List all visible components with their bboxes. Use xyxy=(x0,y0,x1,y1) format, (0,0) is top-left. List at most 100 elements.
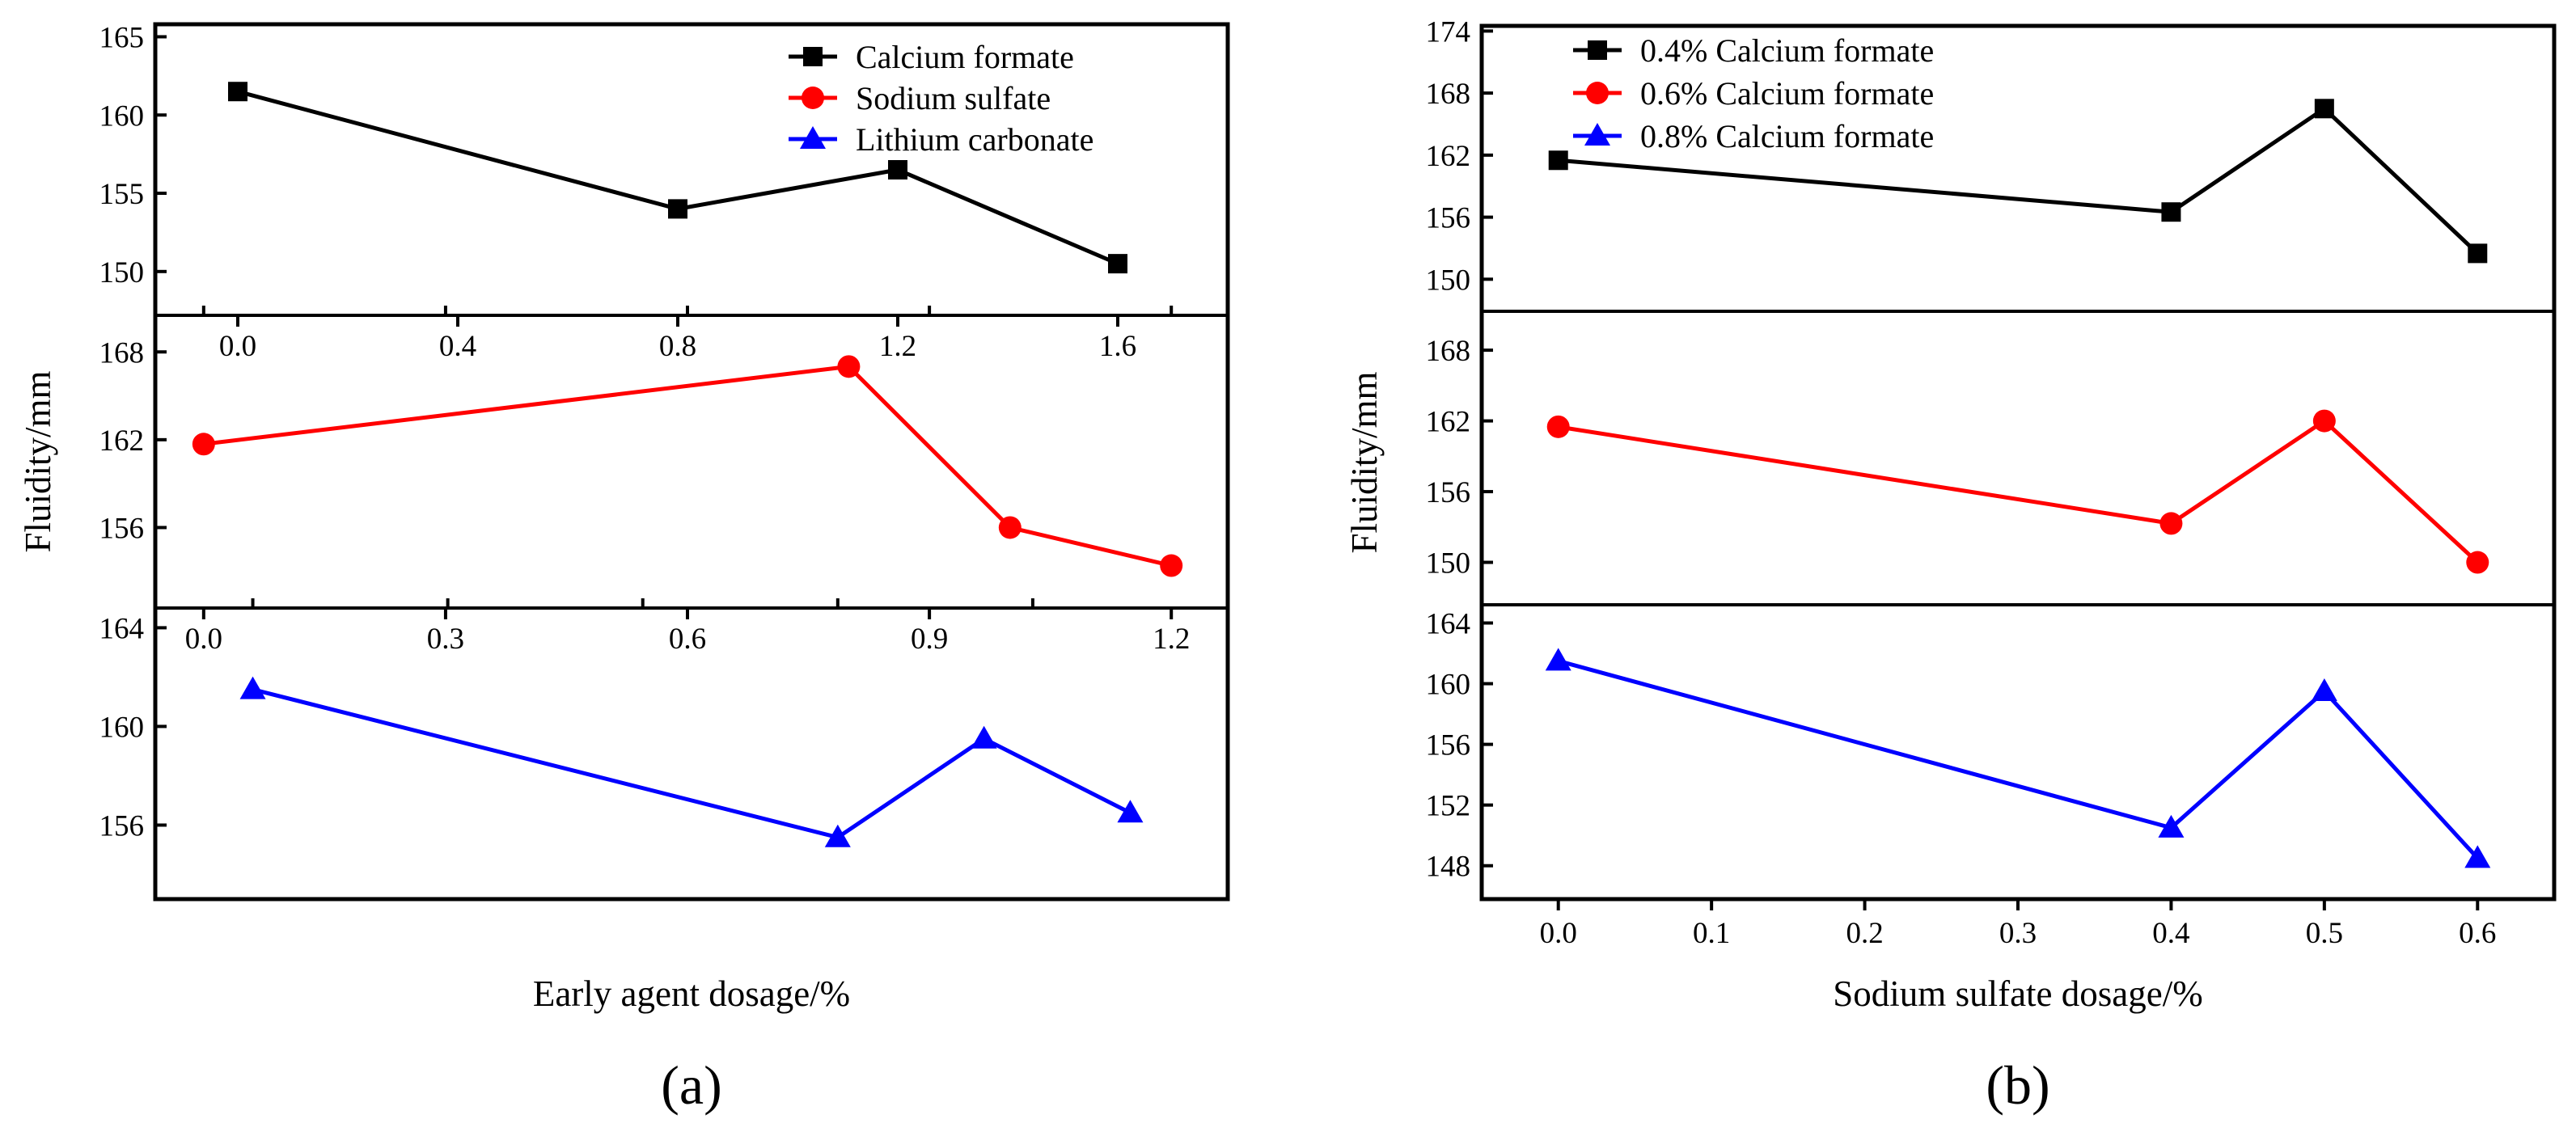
data-point xyxy=(1108,254,1127,274)
y-tick-label: 150 xyxy=(99,256,145,289)
panel-a: 150 155 160 165 0.0 0.4 0.8 1.2 1.6 156 162 168 0.0 0… xyxy=(18,21,1230,1116)
x-tick-label: 1.2 xyxy=(879,330,916,363)
data-point xyxy=(2314,99,2334,119)
series-line xyxy=(237,89,1119,266)
legend-marker xyxy=(1586,82,1609,104)
series-line xyxy=(1558,106,2480,255)
y-tick-label: 152 xyxy=(1426,790,1471,823)
series-line xyxy=(1558,418,2479,564)
y-tick-label: 160 xyxy=(99,99,145,133)
y-tick-label: 168 xyxy=(1426,78,1471,111)
legend-marker xyxy=(800,126,826,149)
x-tick-label: 0.4 xyxy=(2152,917,2189,950)
data-point xyxy=(2161,202,2181,222)
x-tick-label: 0.0 xyxy=(219,330,256,363)
y-tick-label: 164 xyxy=(99,612,145,645)
subplot: 150 156 162 168 xyxy=(1426,310,2554,581)
y-axis-title: Fluidity/mm xyxy=(1344,371,1385,553)
x-tick-label: 0.6 xyxy=(669,623,706,656)
y-tick-label: 156 xyxy=(1426,729,1471,762)
x-axis-title: Sodium sulfate dosage/% xyxy=(1833,973,2202,1014)
data-point xyxy=(998,516,1022,539)
data-point xyxy=(837,355,861,378)
data-point xyxy=(192,433,215,456)
y-tick-label: 150 xyxy=(1426,547,1471,581)
y-tick-label: 156 xyxy=(1426,476,1471,509)
subplot: 156 162 168 0.0 0.3 0.6 0.9 1.2 xyxy=(99,306,1228,656)
x-tick-label: 0.6 xyxy=(2459,917,2496,950)
x-tick-label: 0.2 xyxy=(1846,917,1883,950)
data-point xyxy=(2466,551,2489,574)
y-tick-label: 160 xyxy=(1426,669,1471,702)
data-point xyxy=(2464,845,2491,868)
y-tick-label: 168 xyxy=(1426,335,1471,368)
data-point xyxy=(1545,648,1571,671)
x-tick-label: 0.0 xyxy=(1540,917,1577,950)
legend: Calcium formate Sodium sulfate Lithium car… xyxy=(789,39,1093,158)
x-tick-label: 0.8 xyxy=(659,330,696,363)
data-point xyxy=(824,824,851,847)
x-tick-label: 1.2 xyxy=(1153,623,1190,656)
legend-marker xyxy=(802,87,824,109)
data-point xyxy=(668,199,687,219)
legend-label: 0.4% Calcium formate xyxy=(1640,32,1934,69)
x-tick-label: 0.4 xyxy=(439,330,476,363)
y-tick-label: 156 xyxy=(99,512,145,545)
data-point xyxy=(239,676,266,699)
data-point xyxy=(2312,409,2336,433)
legend-label: Sodium sulfate xyxy=(856,80,1051,116)
y-tick-label: 156 xyxy=(1426,202,1471,235)
y-tick-label: 160 xyxy=(99,711,145,744)
data-point xyxy=(1160,554,1183,577)
legend-label: 0.8% Calcium formate xyxy=(1640,118,1934,154)
subplot: 150 156 162 168 174 xyxy=(1426,15,2488,297)
x-tick-label: 0.0 xyxy=(185,623,222,656)
x-tick-label: 0.3 xyxy=(1999,917,2037,950)
data-point xyxy=(971,725,997,749)
series-line xyxy=(252,687,1131,840)
x-tick-label: 0.5 xyxy=(2306,917,2343,950)
data-point xyxy=(2311,678,2337,701)
legend-marker xyxy=(1584,123,1610,146)
legend-label: Lithium carbonate xyxy=(856,121,1093,158)
y-tick-label: 155 xyxy=(99,178,145,211)
y-tick-label: 162 xyxy=(1426,406,1471,439)
data-point xyxy=(2468,243,2488,264)
panel-label: (a) xyxy=(661,1054,721,1116)
y-tick-label: 174 xyxy=(1426,15,1471,49)
y-tick-label: 165 xyxy=(99,21,145,54)
legend-marker xyxy=(803,47,823,66)
x-tick-label: 0.3 xyxy=(427,623,464,656)
legend: 0.4% Calcium formate 0.6% Calcium formate… xyxy=(1573,32,1934,154)
panel-b: 150 156 162 168 174 150 156 162 168 148 152 156 160 1… xyxy=(1344,15,2557,1116)
legend-label: 0.6% Calcium formate xyxy=(1640,75,1934,112)
subplot: 148 152 156 160 164 0.0 0.1 0.2 0.3 0.4 0.5 0.6 xyxy=(1426,603,2554,950)
y-tick-label: 164 xyxy=(1426,608,1471,641)
legend-label: Calcium formate xyxy=(856,39,1074,75)
y-tick-label: 156 xyxy=(99,809,145,842)
y-tick-label: 162 xyxy=(1426,140,1471,173)
x-axis-title: Early agent dosage/% xyxy=(533,973,850,1014)
y-tick-label: 148 xyxy=(1426,851,1471,884)
y-tick-label: 162 xyxy=(99,424,145,458)
data-point xyxy=(228,82,247,102)
data-point xyxy=(1548,150,1568,171)
plot-frame xyxy=(1479,23,2557,902)
data-point xyxy=(888,160,907,179)
subplot: 150 155 160 165 0.0 0.4 0.8 1.2 1.6 xyxy=(99,21,1137,363)
subplot: 156 160 164 xyxy=(99,598,1229,847)
x-tick-label: 1.6 xyxy=(1099,330,1136,363)
data-point xyxy=(1546,415,1570,438)
legend-marker xyxy=(1588,40,1607,60)
y-tick-label: 150 xyxy=(1426,264,1471,297)
data-point xyxy=(2159,512,2183,535)
panel-label: (b) xyxy=(1986,1054,2049,1116)
x-tick-label: 0.9 xyxy=(911,623,948,656)
data-point xyxy=(2158,814,2185,838)
data-point xyxy=(1117,800,1144,823)
y-tick-label: 168 xyxy=(99,336,145,370)
series-line xyxy=(1558,659,2480,860)
series-line xyxy=(203,364,1172,568)
y-axis-title: Fluidity/mm xyxy=(18,370,58,552)
